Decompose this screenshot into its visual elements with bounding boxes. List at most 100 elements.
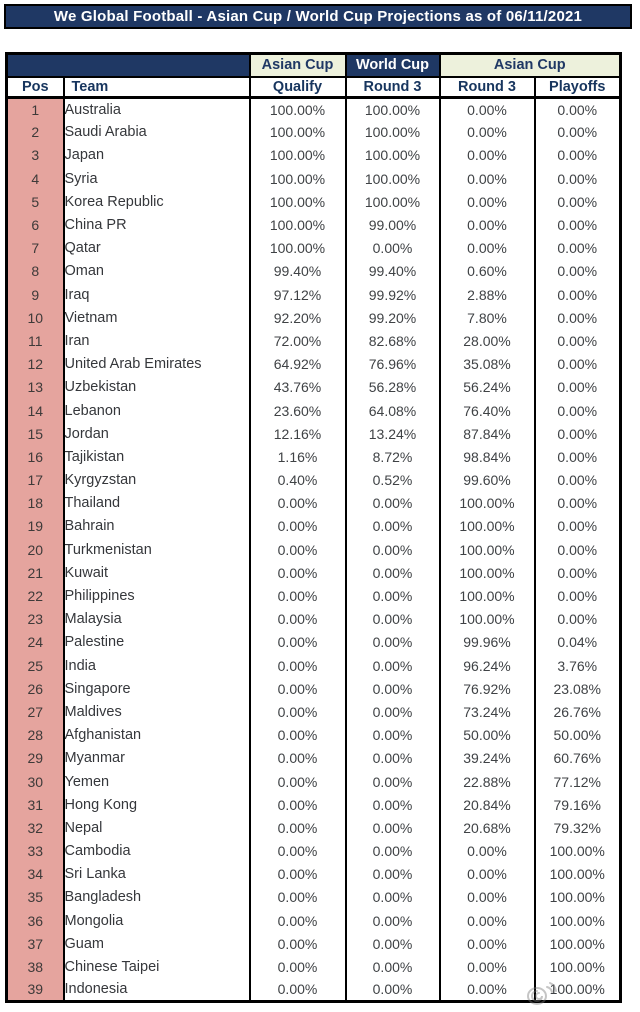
qualify-cell: 100.00% — [248, 120, 346, 144]
team-cell: Hong Kong — [62, 793, 250, 817]
group-header-row: Asian Cup World Cup Asian Cup — [6, 53, 621, 78]
wc-round3-cell: 0.00% — [344, 538, 440, 562]
ac-round3-cell: 0.00% — [438, 955, 535, 979]
qualify-cell: 0.00% — [248, 584, 346, 608]
table-row: 12 United Arab Emirates 64.92% 76.96% 35.08%… — [6, 352, 621, 376]
pos-cell: 3 — [6, 143, 64, 168]
ac-round3-cell: 2.88% — [438, 283, 535, 307]
table-row: 35 Bangladesh 0.00% 0.00% 0.00% 100.00% — [6, 885, 621, 910]
team-cell: Maldives — [62, 700, 250, 724]
team-cell: United Arab Emirates — [62, 352, 250, 376]
qualify-cell: 0.00% — [248, 955, 346, 979]
team-cell: Oman — [62, 259, 250, 283]
pos-cell: 36 — [6, 909, 64, 933]
team-cell: Bahrain — [62, 514, 250, 539]
wc-round3-cell: 0.00% — [344, 584, 440, 608]
playoffs-cell: 0.00% — [533, 213, 621, 237]
pos-cell: 11 — [6, 329, 64, 353]
playoffs-cell: 0.04% — [533, 630, 621, 654]
pos-cell: 20 — [6, 538, 64, 562]
team-cell: Cambodia — [62, 839, 250, 863]
playoffs-cell: 100.00% — [533, 862, 621, 886]
playoffs-cell: 0.00% — [533, 491, 621, 515]
wc-round3-cell: 13.24% — [344, 422, 440, 446]
wc-round3-cell: 100.00% — [344, 120, 440, 144]
team-cell: Singapore — [62, 677, 250, 701]
wc-round3-cell: 0.00% — [344, 816, 440, 840]
table-row: 7 Qatar 100.00% 0.00% 0.00% 0.00% — [6, 236, 621, 260]
wc-round3-cell: 0.00% — [344, 885, 440, 910]
table-row: 1 Australia 100.00% 100.00% 0.00% 0.00% — [6, 97, 621, 121]
wc-round3-cell: 99.20% — [344, 306, 440, 330]
ac-round3-cell: 0.00% — [438, 909, 535, 933]
team-cell: Nepal — [62, 816, 250, 840]
column-header-qualify: Qualify — [248, 76, 346, 99]
team-cell: Qatar — [62, 236, 250, 260]
playoffs-cell: 3.76% — [533, 654, 621, 678]
ac-round3-cell: 0.00% — [438, 885, 535, 910]
table-row: 4 Syria 100.00% 100.00% 0.00% 0.00% — [6, 167, 621, 191]
pos-cell: 22 — [6, 584, 64, 608]
wc-round3-cell: 0.00% — [344, 793, 440, 817]
ac-round3-cell: 20.84% — [438, 793, 535, 817]
playoffs-cell: 0.00% — [533, 584, 621, 608]
group-header-blank — [6, 53, 250, 78]
qualify-cell: 0.00% — [248, 491, 346, 515]
playoffs-cell: 0.00% — [533, 329, 621, 353]
playoffs-cell: 0.00% — [533, 283, 621, 307]
qualify-cell: 0.00% — [248, 862, 346, 886]
playoffs-cell: 0.00% — [533, 607, 621, 631]
pos-cell: 10 — [6, 306, 64, 330]
playoffs-cell: 0.00% — [533, 468, 621, 492]
pos-cell: 38 — [6, 955, 64, 979]
ac-round3-cell: 0.00% — [438, 839, 535, 863]
table-row: 14 Lebanon 23.60% 64.08% 76.40% 0.00% — [6, 398, 621, 423]
pos-cell: 21 — [6, 561, 64, 585]
ac-round3-cell: 0.00% — [438, 862, 535, 886]
group-header-asian-cup-finals: Asian Cup — [438, 53, 621, 78]
wc-round3-cell: 0.00% — [344, 769, 440, 794]
ac-round3-cell: 73.24% — [438, 700, 535, 724]
pos-cell: 2 — [6, 120, 64, 144]
table-row: 9 Iraq 97.12% 99.92% 2.88% 0.00% — [6, 283, 621, 307]
table-row: 24 Palestine 0.00% 0.00% 99.96% 0.04% — [6, 630, 621, 654]
pos-cell: 16 — [6, 445, 64, 469]
pos-cell: 13 — [6, 375, 64, 399]
wc-round3-cell: 56.28% — [344, 375, 440, 399]
wc-round3-cell: 0.00% — [344, 654, 440, 678]
wc-round3-cell: 0.00% — [344, 978, 440, 1002]
pos-cell: 6 — [6, 213, 64, 237]
table-row: 30 Yemen 0.00% 0.00% 22.88% 77.12% — [6, 769, 621, 794]
qualify-cell: 0.00% — [248, 630, 346, 654]
wc-round3-cell: 99.92% — [344, 283, 440, 307]
pos-cell: 28 — [6, 723, 64, 747]
pos-cell: 18 — [6, 491, 64, 515]
wc-round3-cell: 0.00% — [344, 677, 440, 701]
team-cell: Uzbekistan — [62, 375, 250, 399]
pos-cell: 15 — [6, 422, 64, 446]
team-cell: Chinese Taipei — [62, 955, 250, 979]
qualify-cell: 23.60% — [248, 398, 346, 423]
team-cell: Thailand — [62, 491, 250, 515]
table-row: 21 Kuwait 0.00% 0.00% 100.00% 0.00% — [6, 561, 621, 585]
playoffs-cell: 0.00% — [533, 143, 621, 168]
table-row: 6 China PR 100.00% 99.00% 0.00% 0.00% — [6, 213, 621, 237]
team-cell: Iran — [62, 329, 250, 353]
team-cell: Malaysia — [62, 607, 250, 631]
column-header-row: Pos Team Qualify Round 3 Round 3 Playoff… — [6, 76, 621, 99]
ac-round3-cell: 98.84% — [438, 445, 535, 469]
team-cell: Lebanon — [62, 398, 250, 423]
ac-round3-cell: 87.84% — [438, 422, 535, 446]
team-cell: Myanmar — [62, 746, 250, 770]
pos-cell: 32 — [6, 816, 64, 840]
ac-round3-cell: 0.00% — [438, 120, 535, 144]
qualify-cell: 0.00% — [248, 932, 346, 956]
team-cell: Australia — [62, 97, 250, 121]
ac-round3-cell: 50.00% — [438, 723, 535, 747]
qualify-cell: 0.00% — [248, 816, 346, 840]
table-row: 25 India 0.00% 0.00% 96.24% 3.76% — [6, 654, 621, 678]
ac-round3-cell: 28.00% — [438, 329, 535, 353]
table-row: 23 Malaysia 0.00% 0.00% 100.00% 0.00% — [6, 607, 621, 631]
team-cell: India — [62, 654, 250, 678]
qualify-cell: 100.00% — [248, 236, 346, 260]
